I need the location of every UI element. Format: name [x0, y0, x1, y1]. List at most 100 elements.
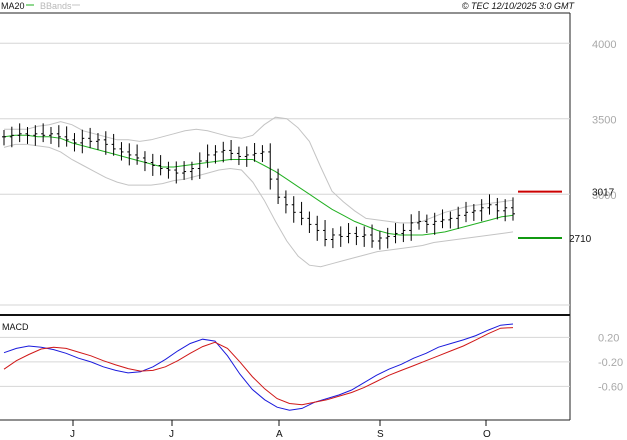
ohlc-bar	[174, 161, 179, 184]
ohlc-bar	[471, 204, 476, 221]
ohlc-bar	[135, 144, 140, 165]
ohlc-bars	[2, 123, 515, 250]
month-tick-label-1: J	[169, 429, 174, 440]
ohlc-bar	[205, 144, 210, 168]
price-y-tick-labels: 4000 3500 3000	[592, 39, 616, 202]
ohlc-bar	[182, 161, 187, 180]
price-y-tick-label-2: 3000	[592, 190, 616, 202]
ohlc-bar	[362, 226, 367, 247]
ohlc-bar	[401, 223, 406, 243]
ohlc-bar	[299, 201, 304, 226]
ma20-series-line	[3, 134, 514, 236]
ohlc-bar	[25, 127, 30, 144]
macd-series-line	[3, 323, 514, 411]
macd-gridlines	[0, 336, 570, 387]
ohlc-bar	[33, 125, 38, 146]
ohlc-bar	[338, 226, 343, 247]
copyright-timestamp: © TEC 12/10/2025 3:0 GMT	[462, 1, 576, 11]
ohlc-bar	[448, 211, 453, 229]
ohlc-bar	[213, 145, 218, 164]
ohlc-bar	[409, 214, 414, 241]
ohlc-bar	[95, 133, 100, 150]
ohlc-bar	[503, 199, 508, 222]
ohlc-bar	[432, 212, 437, 235]
macd-lines	[3, 323, 514, 411]
ohlc-bar	[127, 143, 132, 166]
ohlc-bar	[417, 210, 422, 230]
price-panel: 4000 3500 3000 3017 2710	[0, 12, 616, 315]
ohlc-bar	[111, 133, 116, 156]
ohlc-bar	[103, 131, 108, 155]
ohlc-bar	[197, 152, 202, 179]
support-resistance-levels: 3017 2710	[518, 188, 615, 245]
ohlc-bar	[424, 214, 429, 234]
ohlc-bar	[150, 153, 155, 176]
macd-y-tick-labels: 0.20 -0.20 -0.60	[598, 332, 623, 393]
ohlc-bar	[244, 146, 249, 167]
ohlc-bar	[511, 197, 515, 221]
ohlc-bar	[56, 125, 61, 148]
ohlc-bar	[252, 143, 257, 162]
ohlc-bar	[495, 197, 500, 220]
ohlc-bar	[17, 123, 22, 143]
ohlc-bar	[9, 126, 14, 148]
ohlc-bar	[221, 141, 226, 163]
ma20-legend-label: MA20	[1, 1, 25, 11]
bbands-legend-label: BBands	[40, 1, 72, 11]
ohlc-bar	[166, 161, 171, 179]
ohlc-bar	[276, 168, 281, 205]
bbands-line-upper	[4, 116, 514, 224]
ohlc-bar	[260, 145, 265, 163]
macd-panel: MACD 0.20 -0.20 -0.60	[0, 315, 623, 420]
ohlc-bar	[48, 127, 53, 144]
bollinger-bands	[3, 116, 514, 268]
ohlc-bar	[142, 151, 147, 172]
ohlc-bar	[119, 142, 124, 161]
ohlc-bar	[370, 224, 375, 248]
month-tick-label-4: O	[483, 429, 491, 440]
ohlc-bar	[346, 223, 351, 244]
ohlc-bar	[283, 190, 288, 214]
ohlc-bar	[268, 143, 273, 190]
resistance-label: 3017	[592, 188, 615, 199]
ohlc-bar	[393, 223, 398, 244]
ohlc-bar	[88, 127, 93, 149]
ohlc-bar	[487, 194, 492, 215]
month-tick-label-2: A	[276, 429, 283, 440]
macd-y-tick-label-1: -0.20	[598, 357, 623, 369]
ohlc-bar	[291, 196, 296, 223]
ohlc-bar	[479, 199, 484, 222]
ohlc-bar	[158, 155, 163, 176]
ohlc-bar	[189, 161, 194, 181]
ohlc-bar	[315, 215, 320, 241]
price-y-tick-label-0: 4000	[592, 39, 616, 51]
ohlc-bar	[80, 129, 85, 154]
ohlc-bar	[377, 231, 382, 250]
ohlc-bar	[464, 201, 469, 223]
ohlc-bar	[385, 227, 390, 249]
price-y-tick-label-1: 3500	[592, 115, 616, 127]
ohlc-bar	[307, 211, 312, 234]
ohlc-bar	[456, 206, 461, 229]
ohlc-bar	[440, 209, 445, 229]
price-gridlines	[0, 42, 570, 306]
ohlc-bar	[330, 228, 335, 249]
bbands-line-lower	[3, 143, 514, 268]
ohlc-bar	[2, 130, 6, 146]
ohlc-bar	[323, 220, 328, 247]
ohlc-bar	[229, 139, 234, 161]
macd-y-tick-label-2: -0.60	[598, 381, 623, 393]
ohlc-bar	[41, 123, 46, 143]
month-tick-label-0: J	[70, 429, 75, 440]
ohlc-bar	[354, 226, 359, 246]
ohlc-bar	[64, 126, 69, 147]
macd-panel-title: MACD	[2, 322, 29, 332]
signal-series-line	[3, 327, 514, 406]
macd-y-tick-label-0: 0.20	[598, 332, 619, 344]
ma20-line	[3, 134, 514, 236]
month-tick-label-3: S	[377, 429, 384, 440]
support-label: 2710	[569, 234, 592, 245]
